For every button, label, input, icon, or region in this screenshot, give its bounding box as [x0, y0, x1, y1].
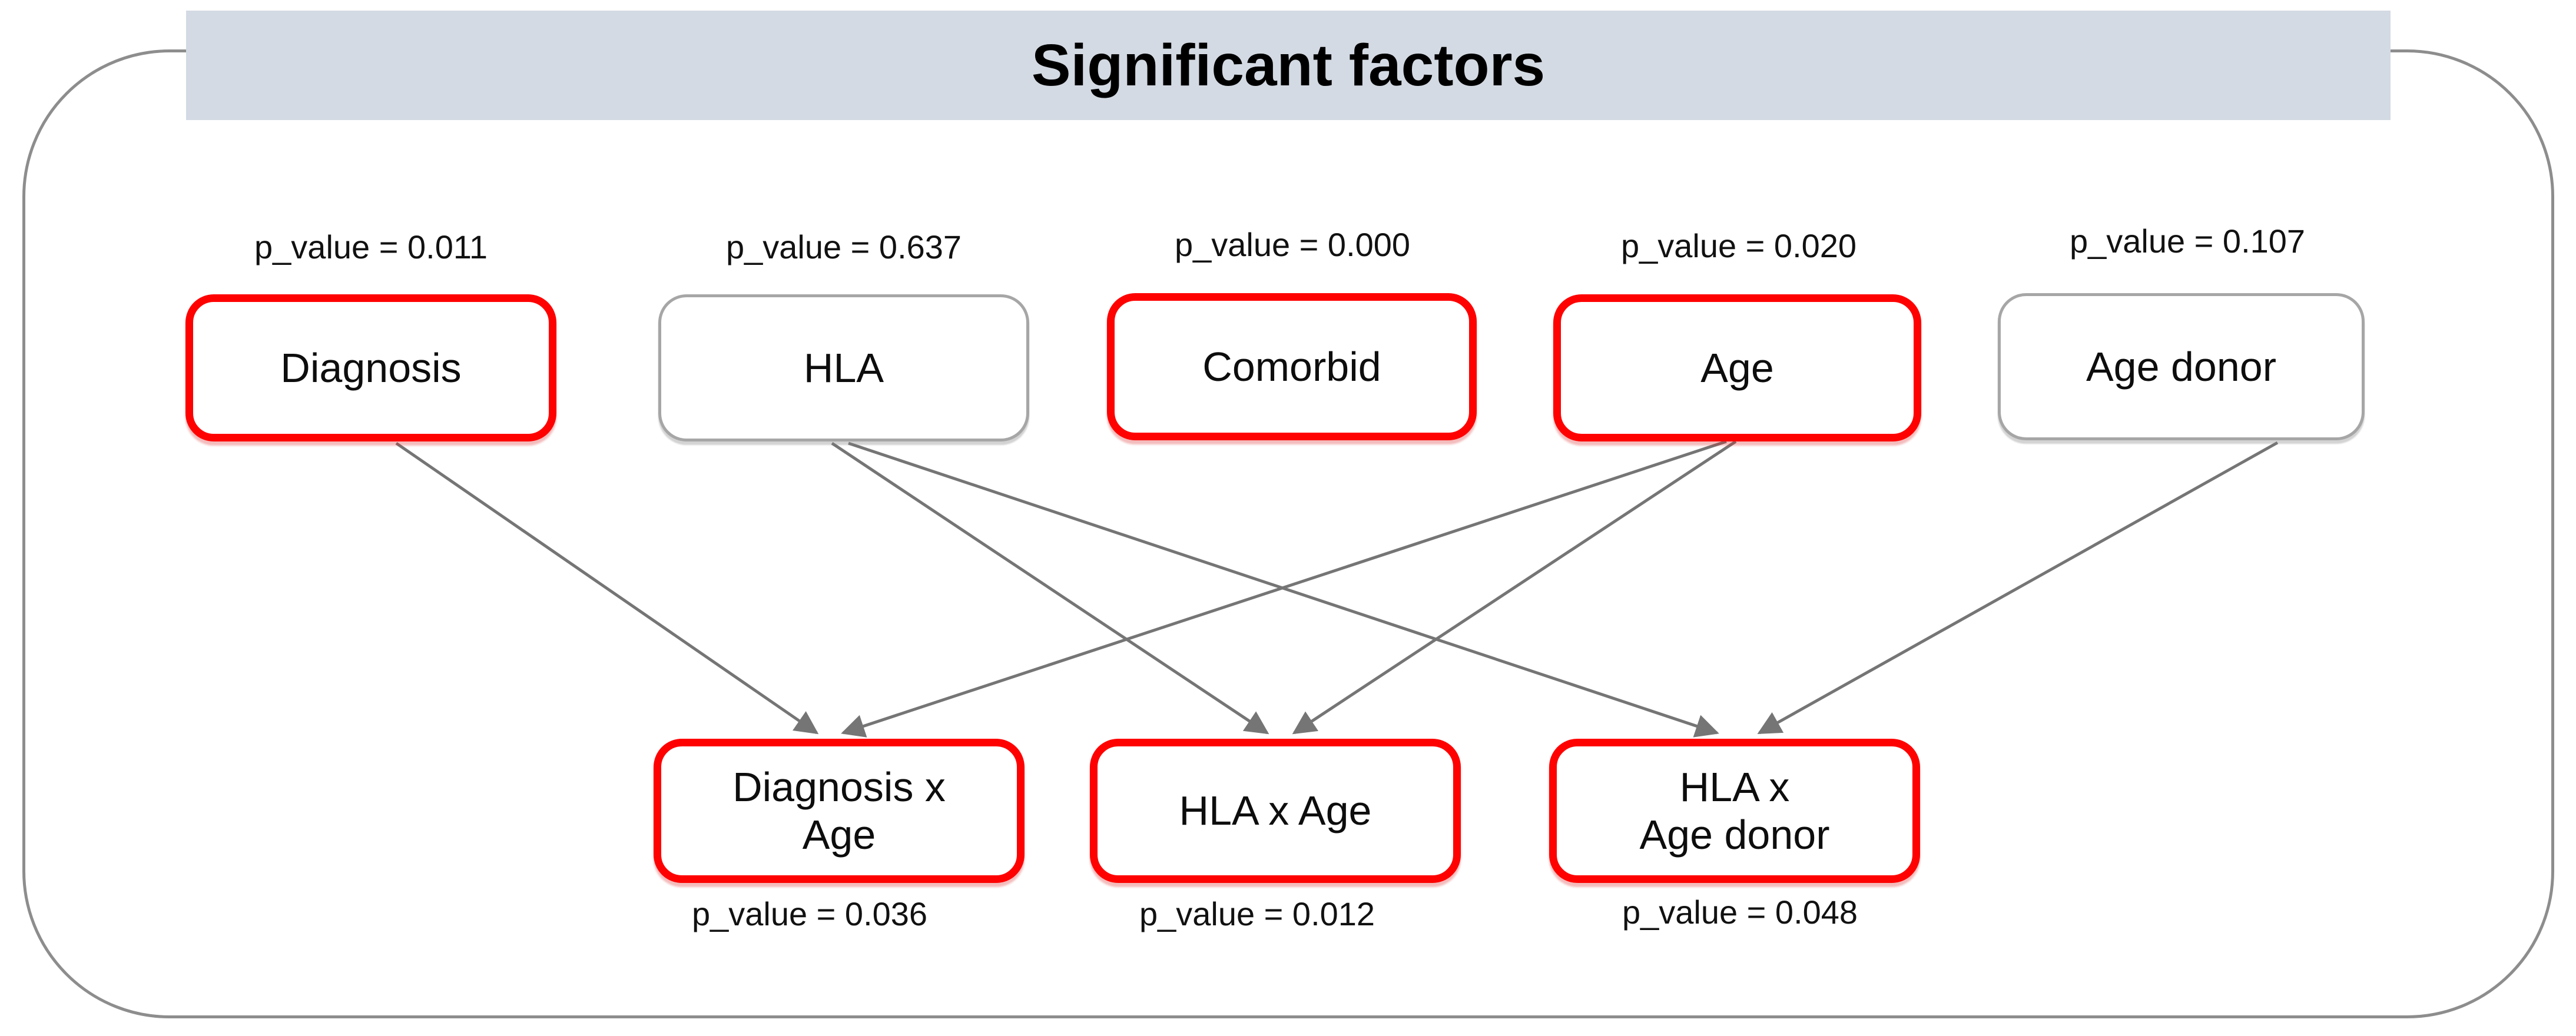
factor-label-comorbid: Comorbid [1202, 343, 1381, 390]
factor-box-age-donor: Age donor [1998, 293, 2365, 440]
interaction-label-diagnosis-x-age: Diagnosis x Age [732, 764, 946, 858]
factor-label-hla: HLA [803, 344, 884, 391]
interaction-label-hla-x-age: HLA x Age [1179, 788, 1372, 834]
factor-box-age: Age [1553, 294, 1921, 441]
p-value-label-comorbid: p_value = 0.000 [1174, 226, 1411, 263]
p-value-label-age: p_value = 0.020 [1620, 227, 1857, 264]
factor-box-diagnosis: Diagnosis [185, 294, 556, 441]
p-value-label-hla-x-age-donor: p_value = 0.048 [1622, 894, 1858, 931]
factor-box-comorbid: Comorbid [1107, 293, 1477, 440]
p-value-label-age-donor: p_value = 0.107 [2069, 223, 2306, 260]
diagram-title: Significant factors [1031, 32, 1546, 98]
title-banner: Significant factors [186, 11, 2391, 120]
p-value-label-diagnosis: p_value = 0.011 [254, 228, 488, 265]
factor-label-age-donor: Age donor [2086, 343, 2277, 390]
p-value-label-diagnosis-x-age: p_value = 0.036 [691, 895, 928, 932]
interaction-box-diagnosis-x-age: Diagnosis x Age [654, 739, 1025, 883]
interaction-box-hla-x-age: HLA x Age [1090, 739, 1461, 883]
p-value-label-hla: p_value = 0.637 [725, 228, 962, 265]
interaction-label-hla-x-age-donor: HLA x Age donor [1639, 764, 1830, 858]
factor-label-age: Age [1700, 344, 1774, 391]
factor-box-hla: HLA [658, 294, 1029, 441]
factor-label-diagnosis: Diagnosis [280, 344, 462, 391]
interaction-box-hla-x-age-donor: HLA x Age donor [1549, 739, 1920, 883]
p-value-label-hla-x-age: p_value = 0.012 [1139, 895, 1375, 932]
